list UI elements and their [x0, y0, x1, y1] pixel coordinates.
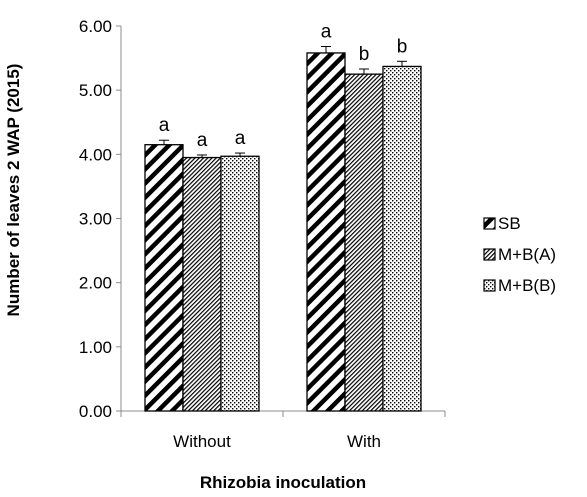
bar-m-b-a--without: [182, 156, 222, 412]
x-category-label: With: [347, 432, 381, 451]
legend-swatch-sb: [483, 217, 496, 230]
y-tick-label: 5.00: [79, 81, 112, 100]
significance-letter: b: [397, 36, 408, 57]
significance-letter: a: [159, 115, 170, 136]
legend-label: M+B(B): [498, 276, 556, 295]
bars: [144, 52, 422, 412]
legend-label: M+B(A): [498, 245, 556, 264]
significance-letter: b: [359, 44, 370, 65]
y-ticks: 0.00 1.00 2.00 3.00 4.00 5.00 6.00: [79, 17, 121, 421]
bar-sb-with: [306, 52, 346, 412]
legend-swatch-m-b-a-: [483, 248, 496, 261]
legend-label: SB: [498, 214, 521, 233]
bar-m-b-b--with: [382, 65, 422, 412]
x-ticks: Without With: [120, 411, 446, 451]
y-tick-label: 0.00: [79, 402, 112, 421]
y-tick-label: 2.00: [79, 274, 112, 293]
significance-letter: a: [235, 128, 246, 149]
x-category-label: Without: [173, 432, 231, 451]
error-bars: [159, 46, 407, 158]
significance-letter: a: [197, 130, 208, 151]
bar-m-b-a--with: [344, 73, 384, 412]
y-tick-label: 1.00: [79, 338, 112, 357]
y-tick-label: 4.00: [79, 145, 112, 164]
bar-m-b-b--without: [220, 155, 260, 412]
significance-labels: a a a a b b: [159, 22, 408, 151]
y-tick-label: 6.00: [79, 17, 112, 36]
bar-sb-without: [144, 144, 184, 412]
y-tick-label: 3.00: [79, 210, 112, 229]
legend-swatch-m-b-b-: [483, 279, 496, 292]
significance-letter: a: [321, 22, 332, 43]
legend: SB M+B(A) M+B(B): [483, 214, 556, 295]
y-axis-title: Number of leaves 2 WAP (2015): [4, 64, 23, 317]
x-axis-title: Rhizobia inoculation: [200, 473, 366, 492]
